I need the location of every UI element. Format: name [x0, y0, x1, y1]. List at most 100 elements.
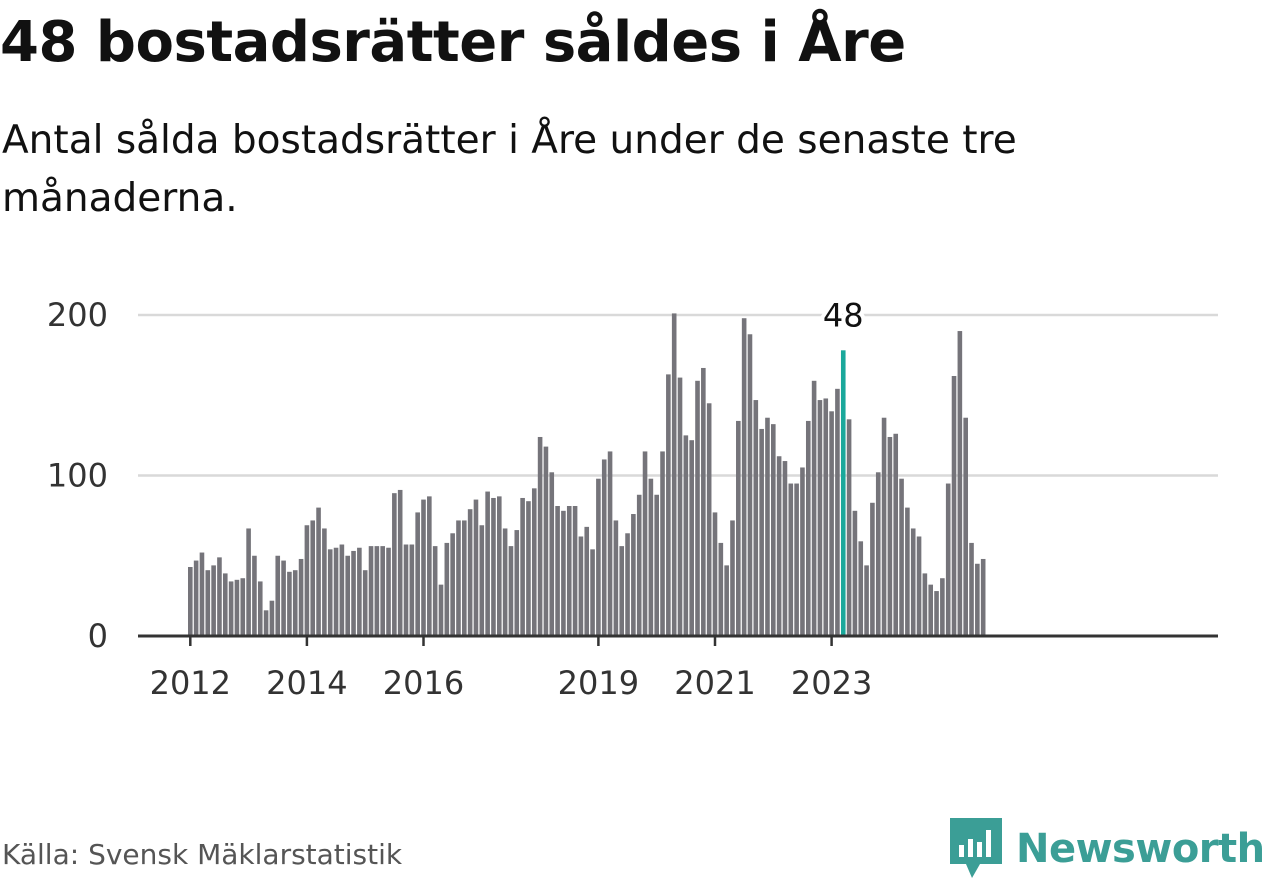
bar [409, 544, 415, 636]
bar [596, 478, 601, 636]
bar [322, 528, 327, 636]
bar [584, 526, 590, 636]
bar [374, 546, 380, 636]
bar [607, 451, 613, 636]
bar [625, 533, 630, 636]
bar [835, 388, 840, 636]
bar [642, 451, 648, 636]
bar [316, 507, 321, 636]
bar [304, 525, 310, 636]
bar [636, 494, 642, 636]
data-labels: 48 [819, 292, 868, 338]
bar [281, 560, 286, 636]
bar [940, 578, 945, 636]
bar [975, 563, 980, 636]
bar [193, 560, 199, 636]
bar [817, 400, 823, 636]
bar [969, 542, 974, 636]
bar [689, 440, 694, 636]
y-tick-label-200: 200 [47, 296, 108, 334]
bar [310, 520, 316, 636]
bar [246, 528, 251, 636]
bar [800, 467, 805, 636]
bar [263, 610, 269, 636]
bar [922, 573, 928, 636]
y-axis-tick-labels: 0 100 200 [47, 296, 108, 655]
x-tick-label-2012: 2012 [150, 664, 231, 702]
bar [508, 546, 514, 636]
bar [537, 436, 543, 636]
bar [829, 411, 834, 636]
x-tick-label-2016: 2016 [383, 664, 464, 702]
bar [392, 493, 397, 636]
bar [805, 420, 811, 636]
bar [339, 544, 345, 636]
bar [776, 456, 782, 636]
bar [222, 573, 228, 636]
bar [572, 506, 578, 636]
bar [648, 478, 654, 636]
bar [846, 419, 852, 636]
chart-title: 48 bostadsrätter såldes i Åre [0, 10, 906, 75]
bar [590, 549, 595, 636]
bar [549, 472, 555, 636]
bar [677, 377, 683, 636]
bar [345, 555, 351, 636]
bar [292, 570, 298, 636]
bar [357, 547, 362, 636]
bar [578, 536, 584, 636]
bar [724, 565, 729, 636]
bar-latest [840, 350, 846, 636]
bar [951, 375, 957, 636]
bar [747, 334, 753, 636]
bar [217, 557, 222, 636]
bar [188, 566, 193, 636]
bar [957, 331, 963, 636]
bar [631, 514, 636, 636]
bar [205, 570, 211, 636]
x-tick-label-2021: 2021 [674, 664, 755, 702]
bar [875, 472, 881, 636]
bar [718, 542, 724, 636]
x-tick-label-2019: 2019 [558, 664, 639, 702]
bar [782, 461, 788, 636]
bar [765, 417, 770, 636]
bar [432, 546, 438, 636]
bar [467, 509, 473, 636]
bar [712, 512, 718, 636]
data-label-latest: 48 [823, 296, 864, 334]
bar [701, 367, 706, 636]
bar [928, 584, 934, 636]
bar [386, 547, 391, 636]
bar [415, 512, 420, 636]
bar [491, 497, 496, 636]
bar [555, 506, 560, 636]
bar [228, 581, 234, 636]
bar [269, 600, 275, 636]
bar [852, 510, 858, 636]
bar [566, 506, 572, 636]
bar [199, 552, 205, 636]
bars [188, 313, 986, 637]
x-axis-tick-labels: 2012 2014 2016 2019 2021 2023 [150, 636, 872, 702]
bar [823, 398, 829, 636]
bar [934, 591, 939, 636]
bar [736, 420, 741, 636]
bar [479, 525, 485, 636]
bar [368, 546, 374, 636]
bar [327, 549, 333, 636]
bar [275, 555, 281, 636]
bar [660, 451, 665, 636]
y-tick-label-100: 100 [47, 457, 108, 495]
bar [683, 435, 689, 637]
bar [438, 584, 444, 636]
bar [905, 507, 910, 636]
bar [520, 497, 525, 636]
bar [945, 483, 951, 636]
bar [298, 558, 304, 636]
bar [287, 571, 292, 636]
bar [502, 528, 508, 636]
bar [362, 570, 368, 636]
bar [771, 424, 776, 636]
bar [462, 520, 467, 636]
